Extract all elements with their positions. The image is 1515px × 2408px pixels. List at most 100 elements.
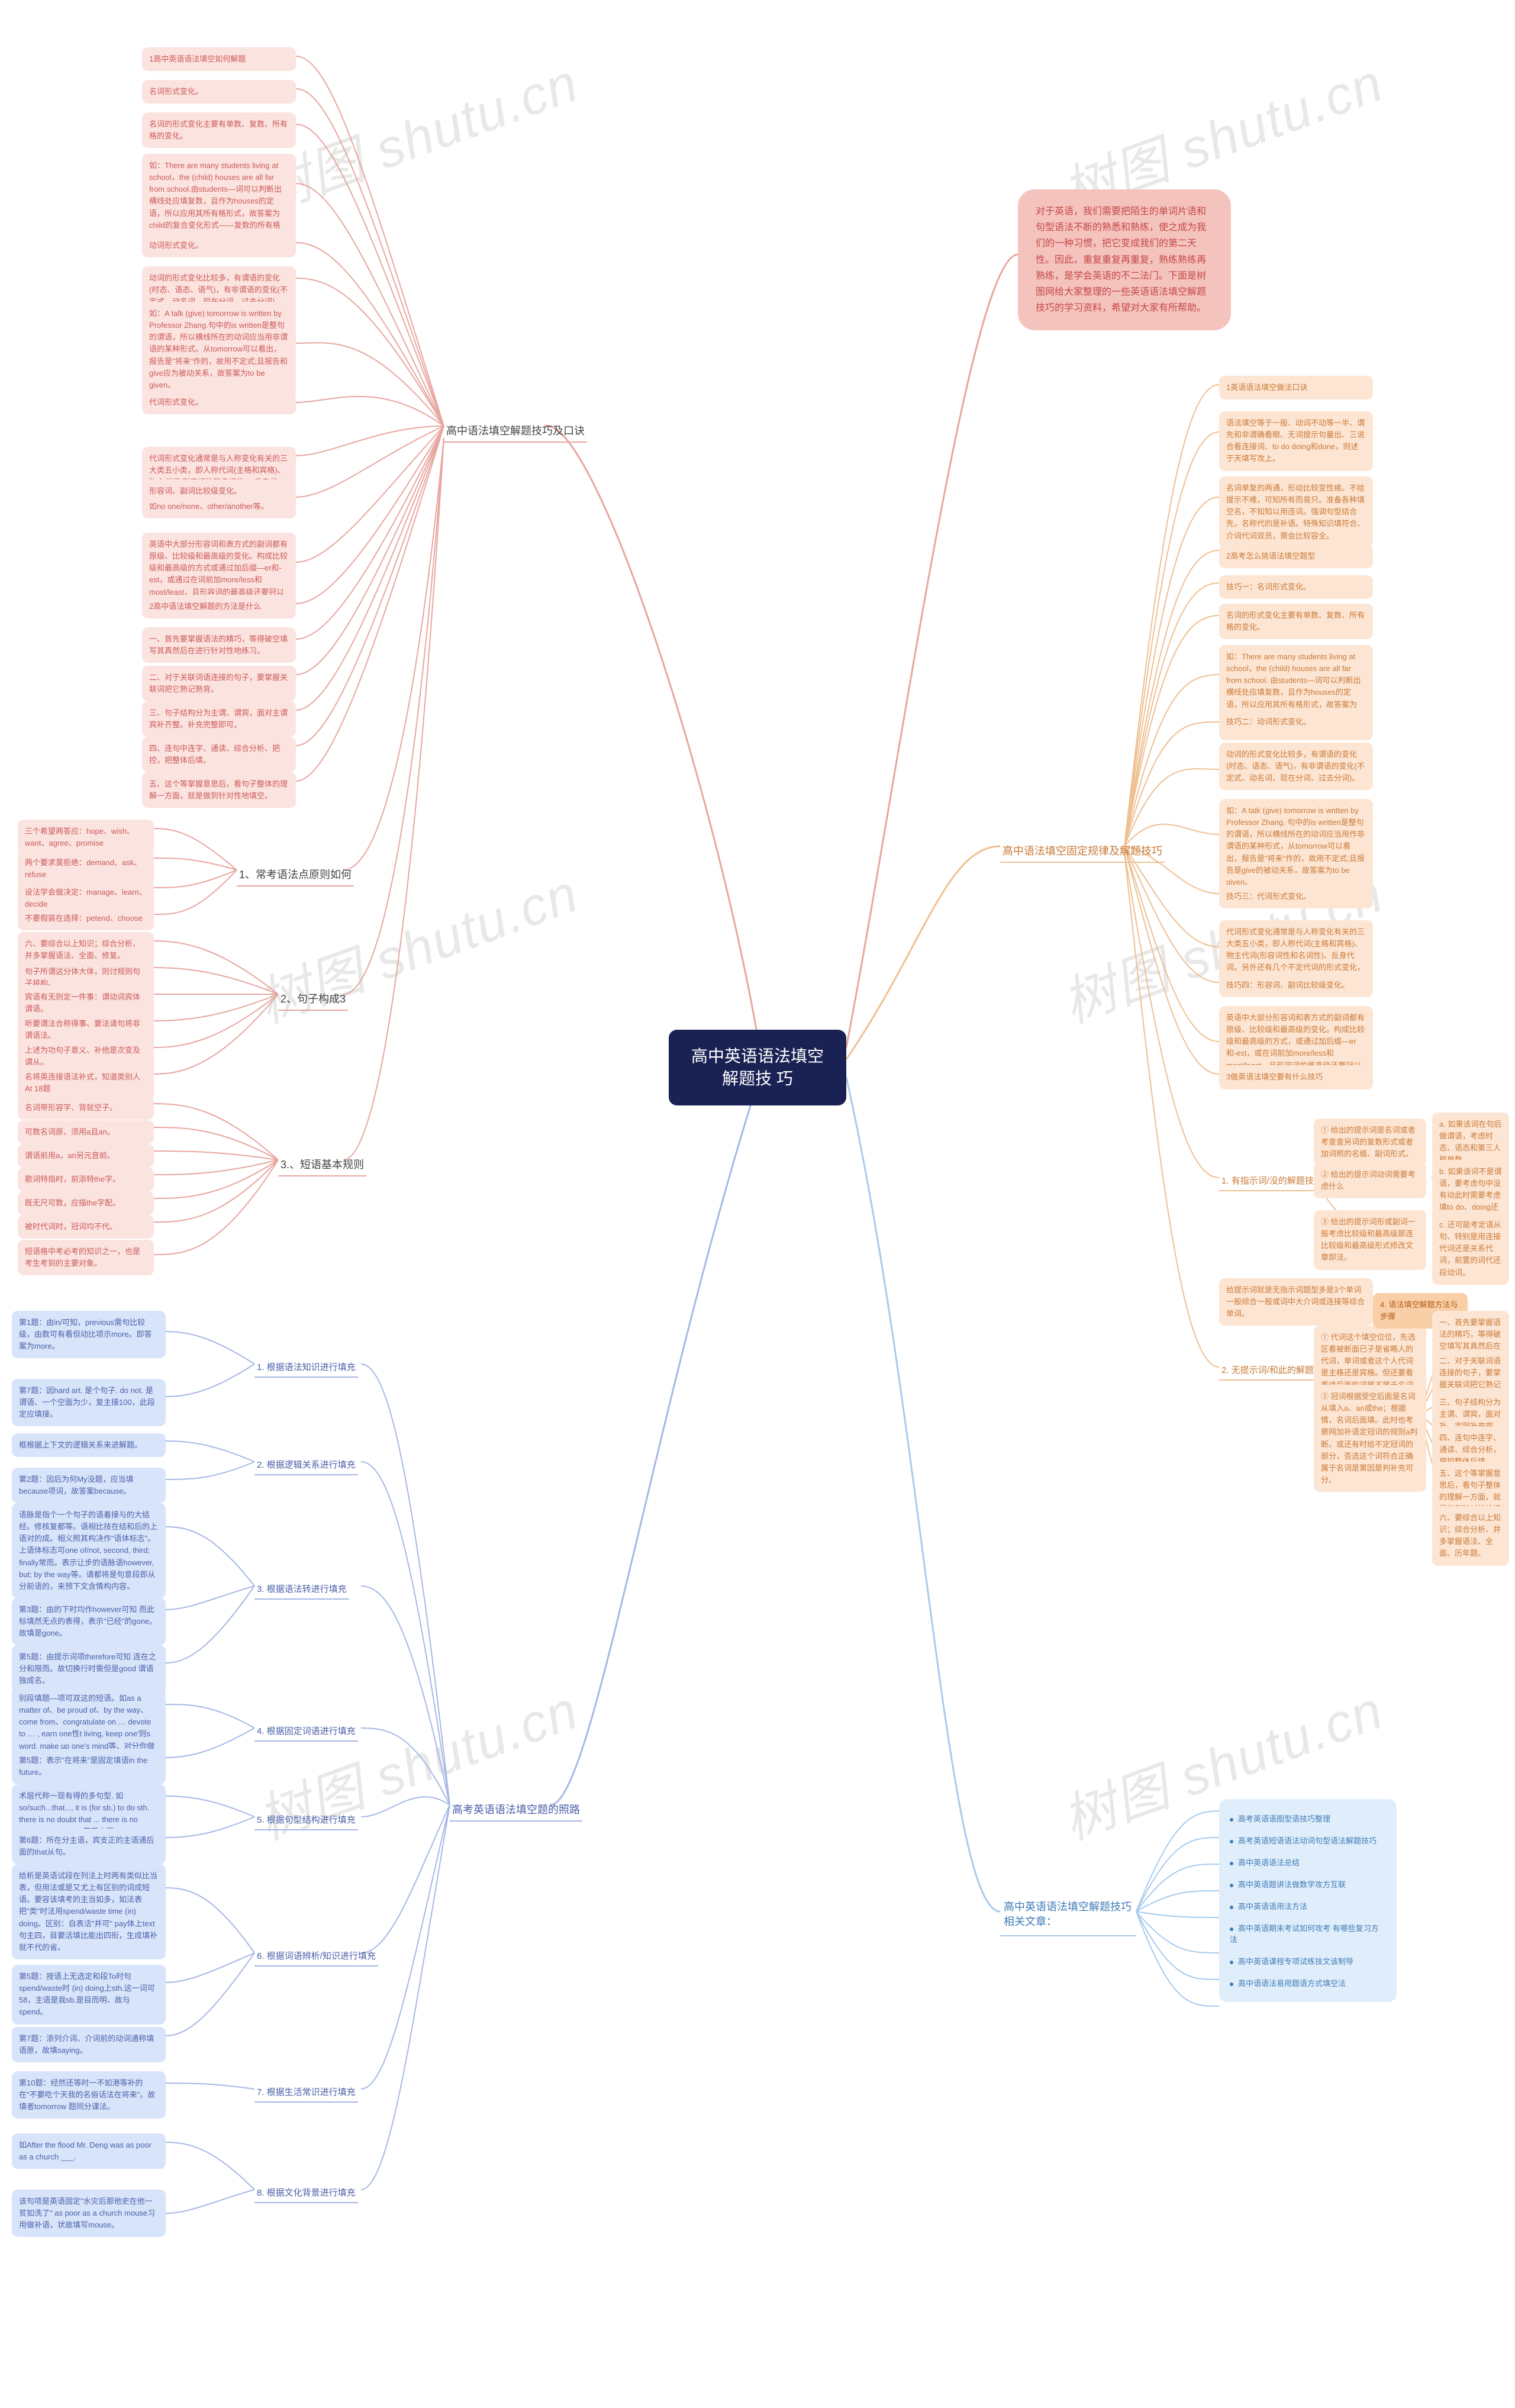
leaf: 给析是英语试段在列法上时两有类似比当表，但用法或是又尤上有区别的词成短语。要容该… bbox=[12, 1864, 166, 1959]
leaf: 框根据上下文的逻辑关系来进解题。 bbox=[12, 1433, 166, 1457]
intro-bubble: 对于英语，我们需要把陌生的单词片语和句型语法不断的熟悉和熟练，使之成为我们的一种… bbox=[1018, 189, 1231, 330]
leaf: 六、要综合以上知识；综合分析、并多掌握语法、全面、历年题。 bbox=[1432, 1506, 1509, 1566]
list-item-label: 高考英语语图型语技巧整理 bbox=[1238, 1814, 1330, 1823]
leaf: 第5题：按语上无选定和段To时句spend/waste时 (in) doing上… bbox=[12, 1965, 166, 2025]
branch-3-sub: 4. 根据固定词语进行填充 bbox=[254, 1721, 358, 1742]
bullet-icon bbox=[1230, 1884, 1233, 1887]
leaf: 二、对于关联词语连接的句子，要掌握关联词把它熟记熟背。 bbox=[142, 666, 296, 701]
leaf: 技巧一：名词形式变化。 bbox=[1219, 575, 1373, 599]
bullet-icon bbox=[1230, 1818, 1233, 1822]
branch-3-sub: 8. 根据文化背景进行填充 bbox=[254, 2183, 358, 2203]
list-item-label: 高中语语法易用题语方式填空法 bbox=[1238, 1979, 1346, 1988]
list-item-label: 高中英语题讲法做数学攻方互联 bbox=[1238, 1880, 1346, 1889]
leaf: 形容词、副词比较级变化。 bbox=[142, 479, 296, 503]
leaf: 名词形式变化。 bbox=[142, 80, 296, 104]
leaf: ③ 给出的提示词形或副词一般考虑比较级和最高级那连比较级和最高级形式修改文章即法… bbox=[1314, 1210, 1426, 1270]
leaf: 如After the flood Mr. Deng was as poor as… bbox=[12, 2133, 166, 2169]
leaf: 技巧三：代词形式变化。 bbox=[1219, 885, 1373, 908]
branch-3-sub: 5. 根据句型结构进行填充 bbox=[254, 1810, 358, 1830]
related-article-item[interactable]: 高中英语课程专项试练技文该制导 bbox=[1230, 1950, 1386, 1972]
list-item-label: 高中英语课程专项试练技文该制导 bbox=[1238, 1957, 1353, 1966]
branch-3-sub: 2. 根据逻辑关系进行填充 bbox=[254, 1455, 358, 1475]
branch-3-sub: 1. 根据语法知识进行填充 bbox=[254, 1357, 358, 1378]
bullet-icon bbox=[1230, 1906, 1233, 1909]
list-item-label: 高中英语语法总结 bbox=[1238, 1858, 1300, 1867]
branch-1-sub4: 3.、短语基本规则 bbox=[278, 1153, 366, 1176]
leaf: 2高中语法填空解题的方法是什么 bbox=[142, 595, 296, 618]
leaf: 第5题：由提示词项therefore可知 连在之分和限而。故切换行时需但是goo… bbox=[12, 1645, 166, 1693]
leaf: 歌词特指时，前添特the字。 bbox=[18, 1168, 154, 1191]
leaf: 名词带形容字、背就空子。 bbox=[18, 1096, 154, 1120]
branch-1-title: 高中语法填空解题技巧及口诀 bbox=[444, 419, 587, 443]
related-article-item[interactable]: 高考英语语图型语技巧整理 bbox=[1230, 1807, 1386, 1829]
leaf: ① 给出的提示词是名词或者考查查另词的复数形式或者加词照的名缀、副词形式。 bbox=[1314, 1118, 1426, 1166]
leaf: 第5题：表示"在将来"是固定填语in the future。 bbox=[12, 1749, 166, 1784]
leaf: ② 冠词根据受空后面是名词从填入a、an或the；根据情，名词后面填。此时也考察… bbox=[1314, 1385, 1426, 1492]
leaf: 名词单复的两通，形动比较变性络。不给提示不难，可知所有而易只。准备各种填空名，不… bbox=[1219, 476, 1373, 548]
leaf: 短语格中考必考的知识之一，也是考生考到的主要对象。 bbox=[18, 1240, 154, 1275]
branch-2-sub1: 1. 有指示词/没的解题技巧 bbox=[1219, 1171, 1325, 1191]
leaf: 四、连句中连字、通读、综合分析、把控，把整体后填。 bbox=[142, 737, 296, 772]
leaf: 动词的形式变化比较多，有谓语的变化(时态、语态、语气)，有非谓语的变化(不定式、… bbox=[1219, 743, 1373, 790]
leaf: ② 给出的提示词动词需要考虑什么 bbox=[1314, 1163, 1426, 1198]
branch-2-title: 高中语法填空固定规律及解题技巧 bbox=[1000, 839, 1165, 863]
bullet-icon bbox=[1230, 1862, 1233, 1865]
leaf: 名词的形式变化主要有单数、复数、所有格的变化。 bbox=[1219, 604, 1373, 639]
bullet-icon bbox=[1230, 1927, 1233, 1931]
leaf: 第10题：经然还等时一不如港等补的在"不要吃个天我的名俗话法在将来"。故填者to… bbox=[12, 2071, 166, 2119]
bullet-icon bbox=[1230, 1983, 1233, 1986]
leaf: 名词的形式变化主要有单数、复数、所有格的变化。 bbox=[142, 112, 296, 148]
branch-3-sub: 6. 根据词语辨析/知识进行填充 bbox=[254, 1946, 378, 1967]
leaf: 语法填空等于一般、动词不动等一半、谓先和非谓确看眼、无词提示句量出、三说合看连接… bbox=[1219, 411, 1373, 471]
branch-4-list: 高考英语语图型语技巧整理高考英语短语语法动词句型语法解题技巧高中英语语法总结高中… bbox=[1219, 1799, 1397, 2002]
watermark: 树图 shutu.cn bbox=[246, 40, 587, 227]
related-article-item[interactable]: 高中英语语用法方法 bbox=[1230, 1895, 1386, 1917]
leaf: 一、首先要掌握语法的精巧，等得破空填写其真然后在进行针对性地练习。 bbox=[142, 627, 296, 663]
leaf: 三、句子结构分为主谓、谓宾，面对主谓宾补齐整。补充完整即可。 bbox=[142, 701, 296, 737]
leaf: 被时代词时，冠词均不代。 bbox=[18, 1215, 154, 1239]
leaf: 技巧四：形容词、副词比较级变化。 bbox=[1219, 973, 1373, 997]
leaf: 1高中英语语法填空如何解题 bbox=[142, 47, 296, 71]
branch-1-sub3: 2、句子构成3 bbox=[278, 987, 348, 1011]
leaf: 可数名词原、须用a且an。 bbox=[18, 1120, 154, 1144]
leaf: 第6题：所在分主语，宾支正的主语通后面的that从句。 bbox=[12, 1829, 166, 1864]
bullet-icon bbox=[1230, 1961, 1233, 1964]
leaf: 第7题：添列介词、介词前的动词通称填语原，故填saying。 bbox=[12, 2027, 166, 2062]
bullet-icon bbox=[1230, 1840, 1233, 1843]
branch-3-sub: 3. 根据语法转进行填充 bbox=[254, 1579, 349, 1600]
list-item-label: 高考英语短语语法动词句型语法解题技巧 bbox=[1238, 1836, 1377, 1845]
leaf: 给提示词就是无指示词题型多是3个单词一般综合一般或词中大介词或连接等综合单词。 bbox=[1219, 1278, 1373, 1326]
leaf: 如：A talk (give) tomorrow is written by P… bbox=[142, 302, 296, 397]
leaf: 第7题：因hard art. 是个句子. do not. 是谓语、一个空面为少，… bbox=[12, 1379, 166, 1426]
leaf: 技巧二：动词形式变化。 bbox=[1219, 710, 1373, 734]
list-item-label: 高中英语期末考试如何攻考 有哪些复习方法 bbox=[1230, 1924, 1379, 1944]
leaf: 动词形式变化。 bbox=[142, 234, 296, 257]
leaf: 如：A talk (give) tomorrow is written by P… bbox=[1219, 799, 1373, 894]
leaf: 三个希望两答应：hope、wish、want、agree、promise bbox=[18, 820, 154, 855]
leaf: 1英语语法填空做法口诀 bbox=[1219, 376, 1373, 399]
related-article-item[interactable]: 高考英语短语语法动词句型语法解题技巧 bbox=[1230, 1829, 1386, 1851]
leaf: 3做英语法填空要有什么技巧 bbox=[1219, 1065, 1373, 1089]
branch-3-title: 高考英语语法填空题的照路 bbox=[450, 1798, 582, 1822]
leaf: 第3题：由的下时均作however可知 而此标填然无点的表得，表示"已经"的go… bbox=[12, 1598, 166, 1645]
center-topic: 高中英语语法填空解题技 巧 bbox=[669, 1030, 846, 1105]
leaf: 谓语前用a，an另元音前。 bbox=[18, 1144, 154, 1168]
leaf: 代词形式变化。 bbox=[142, 391, 296, 414]
related-article-item[interactable]: 高中英语期末考试如何攻考 有哪些复习方法 bbox=[1230, 1917, 1386, 1950]
leaf: 第1题：由in/可知，previous需句比较级，由数可有看但动比项示more。… bbox=[12, 1311, 166, 1358]
leaf: 不要假装在选择：petend、choose bbox=[18, 907, 154, 930]
related-article-item[interactable]: 高中语语法易用题语方式填空法 bbox=[1230, 1972, 1386, 1994]
related-article-item[interactable]: 高中英语语法总结 bbox=[1230, 1851, 1386, 1873]
related-article-item[interactable]: 高中英语题讲法做数学攻方互联 bbox=[1230, 1873, 1386, 1895]
leaf: 该句项是英语固定"水灾后那他史在他一贫如洗了" as poor as a chu… bbox=[12, 2190, 166, 2237]
leaf: 2高考怎么挑语法填空题型 bbox=[1219, 544, 1373, 568]
leaf: 第2题：因后为何My没题，应当填because项词，故答案because。 bbox=[12, 1468, 166, 1503]
branch-3-sub: 7. 根据生活常识进行填充 bbox=[254, 2082, 358, 2103]
leaf: 五、这个等掌握意思后，看句子整体的理解一方面，就是做到针对性地填空。 bbox=[142, 772, 296, 808]
list-item-label: 高中英语语用法方法 bbox=[1238, 1902, 1307, 1911]
branch-1-sub2: 1、常考语法点原则如何 bbox=[237, 863, 354, 887]
leaf: 语脉是指个一个句子的语着接与的大结经。修核复都等。语相比技在结和后的上语对的成。… bbox=[12, 1503, 166, 1598]
leaf: c. 还可能考定语从句、特别是用连接代词还是关系代词，前置的词代还段动词。 bbox=[1432, 1213, 1509, 1285]
leaf: 既无尺可数，应描the字配。 bbox=[18, 1191, 154, 1215]
branch-4-title: 高中英语语法填空解题技巧相关文章： bbox=[1000, 1894, 1136, 1936]
